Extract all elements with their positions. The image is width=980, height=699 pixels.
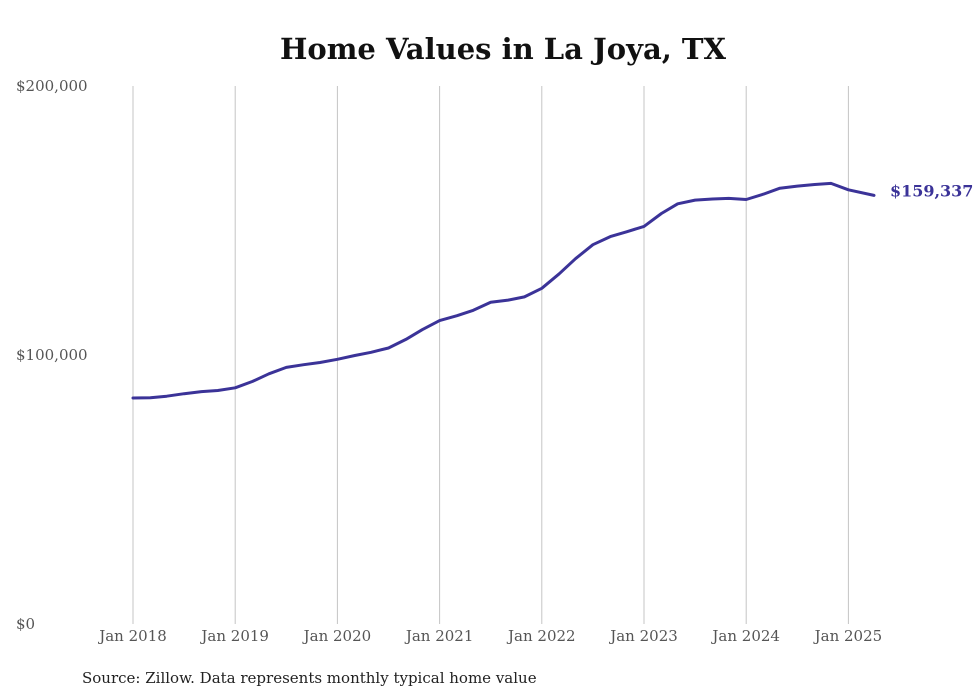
chart-title: Home Values in La Joya, TX [280,32,727,66]
x-tick-label: Jan 2025 [813,627,883,645]
x-tick-label: Jan 2018 [97,627,167,645]
x-tick-label: Jan 2023 [608,627,678,645]
x-tick-label: Jan 2020 [302,627,372,645]
x-tick-label: Jan 2019 [199,627,269,645]
x-tick-label: Jan 2022 [506,627,576,645]
source-note: Source: Zillow. Data represents monthly … [82,669,537,687]
x-tick-label: Jan 2024 [710,627,780,645]
end-value-label: $159,337 [890,181,974,200]
x-tick-label: Jan 2021 [404,627,474,645]
y-tick-label: $100,000 [16,346,88,364]
y-tick-label: $0 [16,615,35,633]
series-line [131,181,876,400]
y-axis: $0 $100,000 $200,000 [16,77,88,633]
y-tick-label: $200,000 [16,77,88,95]
x-axis: Jan 2018 Jan 2019 Jan 2020 Jan 2021 Jan 2022… [97,627,882,645]
grid-lines [132,86,849,624]
